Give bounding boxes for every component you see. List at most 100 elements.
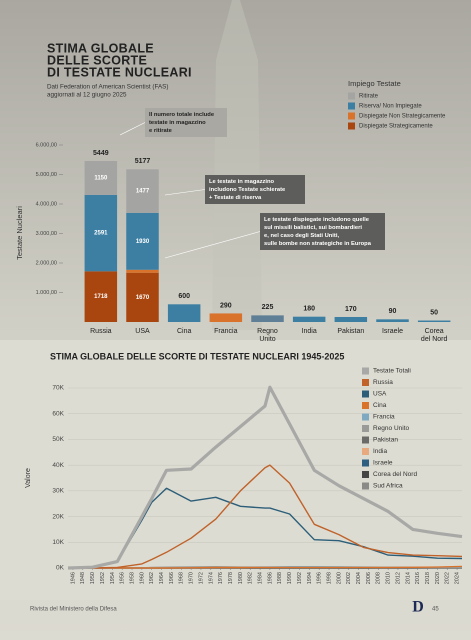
annotation-box [145, 108, 227, 137]
x-tick-label: 1976 [218, 572, 224, 584]
annotation-text: e ritirate [149, 128, 173, 134]
x-tick-label: 1972 [198, 572, 204, 584]
x-tick-label: del Nord [421, 336, 448, 343]
line-chart-panel [0, 340, 471, 600]
x-tick-label: 1982 [248, 572, 254, 584]
x-tick-label: Unito [259, 336, 275, 343]
legend-label: Dispiegate Strategicamente [359, 124, 433, 130]
total-label: 290 [220, 302, 232, 309]
legend-swatch [362, 402, 369, 409]
x-tick-label: 2016 [415, 572, 421, 584]
annotation-text: e, nel caso degli Stati Uniti, [264, 233, 339, 239]
annotation-text: sul missili balistici, sui bombardieri [264, 225, 362, 231]
legend-label: Cina [373, 402, 387, 409]
x-tick-label: 1986 [267, 572, 273, 584]
legend-label: Ritirate [359, 94, 379, 100]
x-tick-label: 2010 [386, 572, 392, 584]
legend-label: Riserva/ Non Impiegate [359, 104, 422, 110]
x-tick-label: Israele [382, 328, 403, 335]
x-tick-label: Pakistan [337, 328, 364, 335]
bar [251, 315, 284, 322]
legend-swatch [362, 390, 369, 398]
x-tick-label: 2000 [336, 572, 342, 584]
legend-title: Impiego Testate [348, 79, 401, 88]
chart-title: DELLE SCORTE [47, 53, 147, 67]
y-tick-label: 0K [56, 565, 65, 572]
x-tick-label: 1958 [129, 572, 135, 584]
y-tick-label: 6.000,00 [36, 142, 57, 148]
legend-label: Francia [373, 414, 395, 421]
annotation-text: Il numero totale include [149, 112, 215, 118]
x-tick-label: 1946 [70, 572, 76, 584]
series-line [68, 565, 463, 569]
y-axis-label: Testate Nucleari [15, 206, 24, 260]
bar [167, 304, 201, 322]
subtitle: Dati Federation of American Scientist (F… [47, 84, 168, 91]
x-tick-label: 1964 [159, 572, 165, 584]
segment-label: 2591 [94, 231, 108, 237]
legend-swatch [362, 425, 369, 432]
x-tick-label: 1954 [110, 572, 116, 584]
legend-label: India [373, 448, 387, 455]
y-axis-label: Valore [25, 468, 32, 488]
bar [292, 316, 326, 322]
legend-swatch [362, 436, 369, 444]
annotation-text: testate in magazzino [149, 120, 206, 126]
total-label: 5449 [93, 150, 109, 157]
annotation-box [260, 213, 385, 250]
legend-label: Testate Totali [373, 368, 411, 375]
footer-logo: D [412, 599, 424, 616]
footer-page: 45 [432, 607, 439, 613]
x-tick-label: 1968 [179, 572, 185, 584]
legend-label: Corea del Nord [373, 471, 417, 478]
x-tick-label: 2014 [405, 572, 411, 584]
legend-swatch [362, 459, 369, 467]
x-tick-label: 1990 [287, 572, 293, 584]
x-tick-label: 1984 [258, 572, 264, 584]
x-tick-label: Francia [214, 328, 237, 335]
annotation-text: includono Testate schierate [209, 187, 286, 193]
annotation-leader [164, 189, 206, 196]
y-tick-label: 20K [52, 513, 64, 520]
legend-swatch [362, 482, 369, 490]
footer-magazine: Rivista del Ministero della Difesa [30, 607, 117, 613]
total-label: 600 [178, 293, 190, 300]
legend-label: USA [373, 391, 387, 398]
annotation-text: + Testate di riserva [209, 195, 262, 201]
bar-segment [84, 271, 118, 322]
y-tick-label: 30K [52, 488, 64, 495]
annotation-leader [164, 231, 261, 259]
y-tick-label: 2.000,00 [36, 260, 57, 266]
x-tick-label: 1948 [80, 572, 86, 584]
x-tick-label: India [302, 328, 317, 335]
chart-title: DI TESTATE NUCLEARI [47, 65, 192, 79]
bar-segment [126, 212, 159, 270]
x-tick-label: Cina [177, 328, 192, 335]
legend-swatch [362, 367, 369, 375]
bar-segment [84, 194, 118, 272]
total-label: 50 [430, 309, 438, 316]
chart-title: STIMA GLOBALE DELLE SCORTE DI TESTATE NU… [50, 351, 344, 361]
legend-label: Sud Africa [373, 483, 403, 490]
x-tick-label: 2024 [455, 572, 461, 584]
annotation-text: Le testate dispiegate includono quelle [264, 217, 370, 223]
x-tick-label: 1988 [277, 572, 283, 584]
legend-label: Dispiegate Non Strategicamente [359, 114, 446, 120]
x-tick-label: USA [135, 328, 150, 335]
y-tick-label: 50K [52, 436, 64, 443]
series-line [67, 385, 463, 570]
legend-swatch [362, 448, 369, 455]
legend-swatch [362, 471, 369, 478]
y-tick-label: 40K [52, 462, 64, 469]
rocket-silhouette [212, 0, 262, 330]
legend-swatch [348, 92, 355, 100]
total-label: 225 [262, 304, 274, 311]
legend-label: Russia [373, 379, 393, 386]
x-tick-label: 1960 [139, 572, 145, 584]
segment-label: 1718 [94, 294, 108, 300]
y-tick-label: 3.000,00 [36, 231, 57, 237]
x-tick-label: Russia [90, 328, 112, 335]
bar [334, 316, 368, 322]
x-tick-label: Regno [257, 328, 278, 335]
x-tick-label: 1966 [169, 572, 175, 584]
